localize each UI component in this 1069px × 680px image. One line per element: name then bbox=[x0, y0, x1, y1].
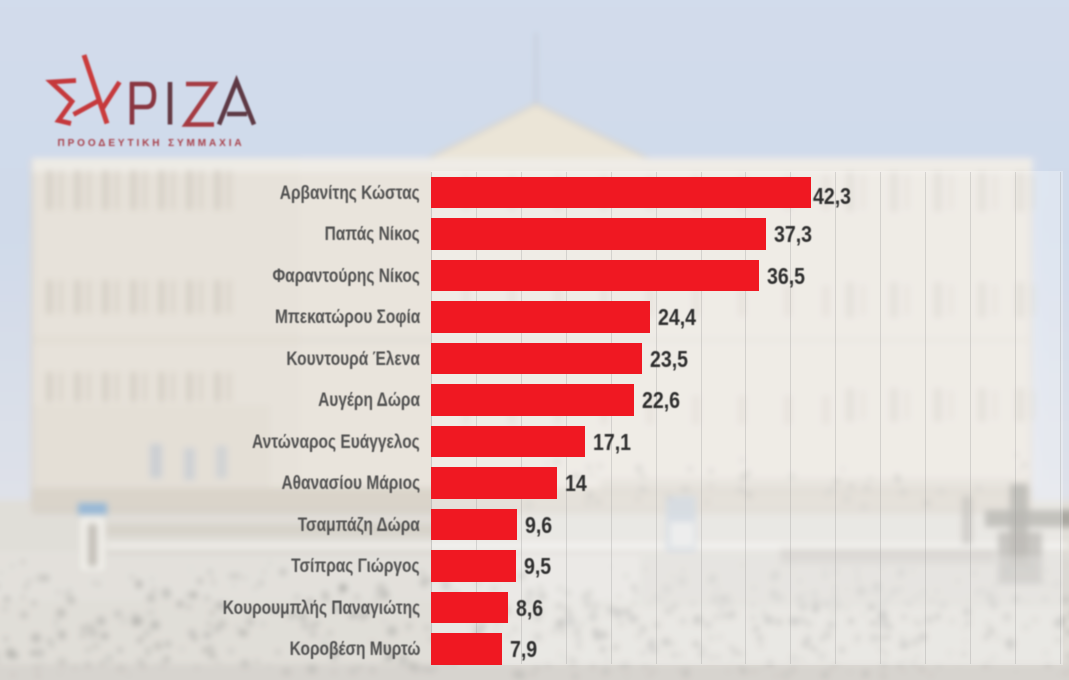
svg-text:ΠΡΟΟΔΕΥΤΙΚΗ ΣΥΜΜΑΧΙΑ: ΠΡΟΟΔΕΥΤΙΚΗ ΣΥΜΜΑΧΙΑ bbox=[57, 138, 244, 149]
